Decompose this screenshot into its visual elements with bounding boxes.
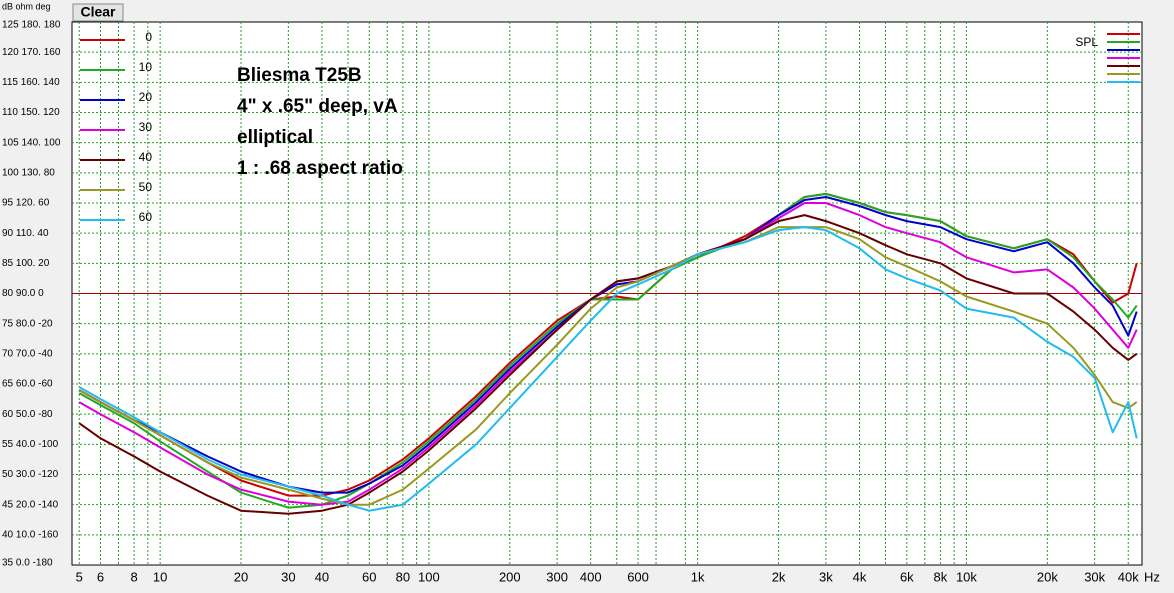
y-tick-label: 45 20.0 -140 [2,499,59,510]
legend-label: 30 [139,120,153,134]
clear-button[interactable] [72,3,124,22]
x-tick-label: 20 [234,569,248,584]
x-tick-label: 20k [1037,569,1058,584]
x-tick-label: 400 [580,569,602,584]
x-tick-label: 100 [418,569,440,584]
annotation: elliptical [237,127,313,148]
x-tick-label: 6k [900,569,914,584]
legend-label: 50 [139,180,153,194]
y-tick-label: 85 100. 20 [2,258,50,269]
x-tick-label: 30 [281,569,295,584]
x-tick-label: 200 [499,569,521,584]
y-tick-label: 35 0.0 -180 [2,558,53,569]
x-tick-label: 2k [772,569,786,584]
y-tick-label: 120 170. 160 [2,47,61,58]
legend-label: 40 [139,150,153,164]
x-tick-label: 10k [956,569,977,584]
series-line [78,226,1138,512]
x-tick-label: 30k [1084,569,1105,584]
y-tick-label: 75 80.0 -20 [2,318,53,329]
x-tick-label: 10 [153,569,167,584]
x-tick-label: 6 [97,569,104,584]
y-tick-label: 40 10.0 -160 [2,529,59,540]
x-tick-label: 8 [130,569,137,584]
x-tick-label: 4k [853,569,867,584]
x-tick-label: 300 [546,569,568,584]
y-tick-label: 105 140. 100 [2,137,61,148]
y-tick-label: 115 160. 140 [2,77,60,88]
annotation: 4" x .65" deep, vA [237,96,398,117]
series-line [78,226,1138,506]
x-tick-label: 8k [934,569,948,584]
x-unit: Hz [1144,569,1160,584]
y-tick-label: 55 40.0 -100 [2,439,59,450]
y-tick-label: 50 30.0 -120 [2,469,59,480]
legend-label: 20 [139,90,153,104]
y-tick-label: 70 70.0 -40 [2,348,53,359]
x-tick-label: 600 [627,569,649,584]
y-tick-label: 90 110. 40 [2,228,49,239]
clear-button-label[interactable]: Clear [80,4,116,20]
x-tick-label: 60 [362,569,376,584]
y-tick-label: 110 150. 120 [2,107,60,118]
y-tick-label: 60 50.0 -80 [2,409,53,420]
spl-label: SPL [1075,35,1098,49]
y-tick-label: 65 60.0 -60 [2,379,53,390]
x-tick-label: 40k [1118,569,1139,584]
y-header: dB ohm deg [2,1,51,11]
series-line [78,214,1138,515]
x-tick-label: 80 [396,569,410,584]
annotation: Bliesma T25B [237,65,362,86]
y-tick-label: 95 120. 60 [2,198,50,209]
legend-label: 0 [145,30,152,44]
x-tick-label: 3k [819,569,833,584]
y-tick-label: 100 130. 80 [2,167,55,178]
legend-label: 60 [139,210,153,224]
x-tick-label: 5 [76,569,83,584]
x-tick-label: 40 [315,569,329,584]
legend-label: 10 [139,60,153,74]
annotation: 1 : .68 aspect ratio [237,158,403,179]
y-tick-label: 80 90.0 0 [2,288,44,299]
y-tick-label: 125 180. 180 [2,20,61,31]
series-line [78,192,1138,509]
x-tick-label: 1k [691,569,705,584]
